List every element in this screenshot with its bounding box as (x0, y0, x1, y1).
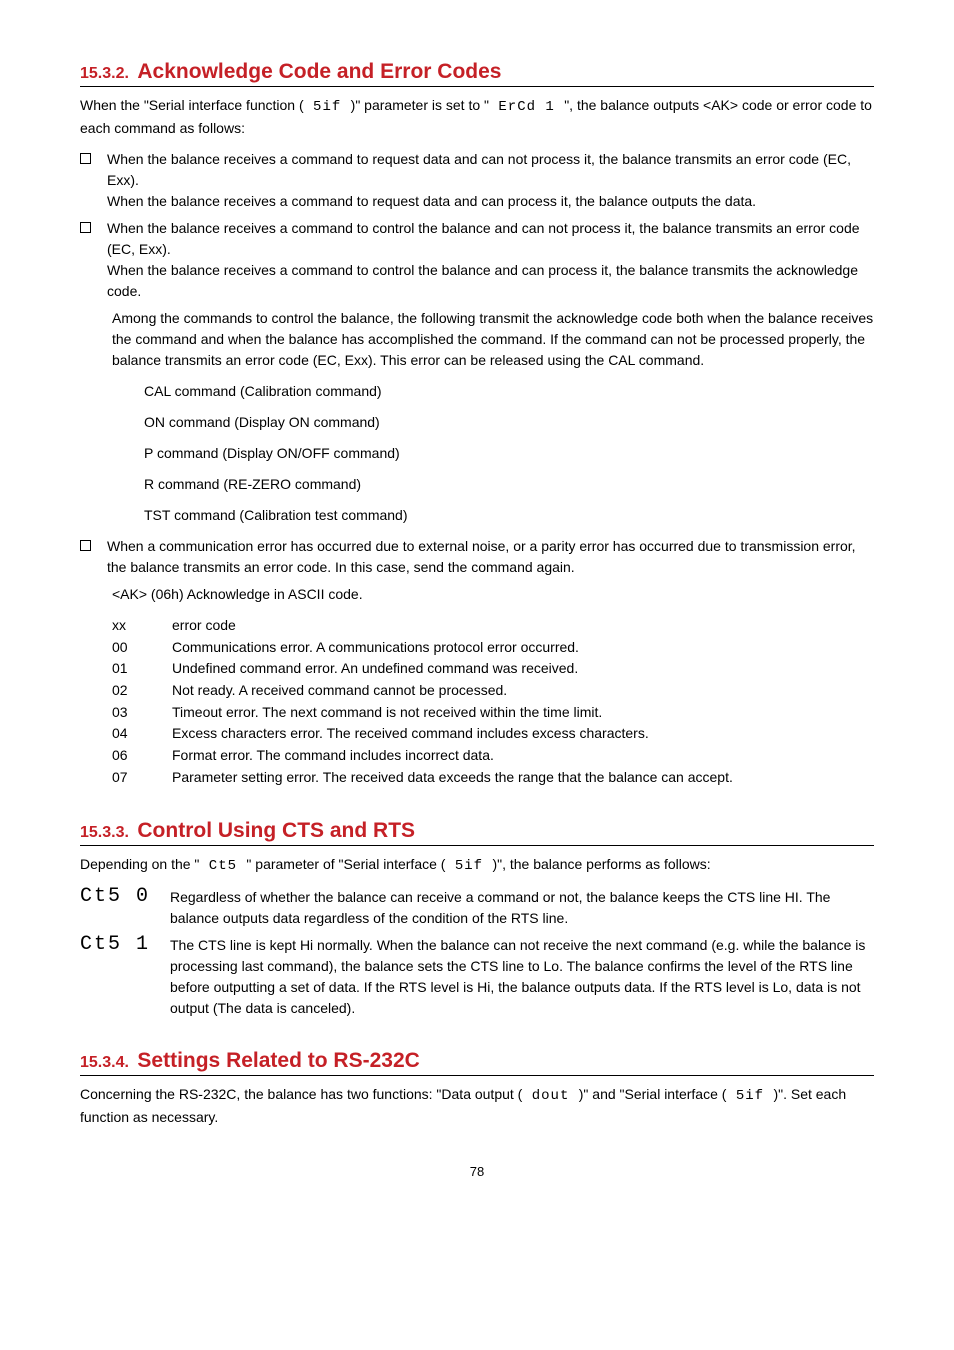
section-heading-1534: 15.3.4. Settings Related to RS-232C (80, 1049, 874, 1076)
table-row: xxerror code (112, 615, 874, 637)
sif-code: 5if (726, 1088, 773, 1104)
text-1534: Concerning the RS-232C, the balance has … (80, 1084, 874, 1128)
section-heading-1532: 15.3.2. Acknowledge Code and Error Codes (80, 60, 874, 87)
ercd-code: ErCd 1 (489, 99, 564, 115)
bullet-icon (80, 540, 91, 551)
cmd-line: R command (RE-ZERO command) (144, 474, 874, 495)
section-title: Settings Related to RS-232C (137, 1049, 419, 1072)
section-heading-1533: 15.3.3. Control Using CTS and RTS (80, 819, 874, 846)
intro-1532: When the "Serial interface function ( 5i… (80, 95, 874, 139)
cts1-desc: The CTS line is kept Hi normally. When t… (170, 935, 874, 1019)
table-row: 00Communications error. A communications… (112, 637, 874, 659)
sif-code: 5if (445, 858, 492, 874)
bullet-item: When the balance receives a command to c… (80, 218, 874, 302)
cmd-line: TST command (Calibration test command) (144, 505, 874, 526)
section-number: 15.3.2. (80, 65, 129, 82)
dout-code: dout (522, 1088, 578, 1104)
cts1-label: Ct5 1 (80, 933, 170, 956)
bullet-text: When the balance receives a command to r… (107, 149, 874, 212)
cmd-line: P command (Display ON/OFF command) (144, 443, 874, 464)
section-title: Acknowledge Code and Error Codes (137, 60, 501, 83)
bullet-icon (80, 222, 91, 233)
after-text: Among the commands to control the balanc… (112, 308, 874, 371)
error-code-table: xxerror code 00Communications error. A c… (112, 615, 874, 789)
cmd-line: ON command (Display ON command) (144, 412, 874, 433)
table-row: 02Not ready. A received command cannot b… (112, 680, 874, 702)
section-number: 15.3.3. (80, 824, 129, 841)
cts1-block: Ct5 1 The CTS line is kept Hi normally. … (80, 935, 874, 1019)
sif-code: 5if (304, 99, 351, 115)
cts0-desc: Regardless of whether the balance can re… (170, 887, 874, 929)
section-title: Control Using CTS and RTS (137, 819, 415, 842)
bullet-text: When a communication error has occurred … (107, 536, 874, 578)
cts0-block: Ct5 0 Regardless of whether the balance … (80, 887, 874, 929)
section-number: 15.3.4. (80, 1054, 129, 1071)
bullet-text: When the balance receives a command to c… (107, 218, 874, 302)
bullet-item: When a communication error has occurred … (80, 536, 874, 578)
cts0-label: Ct5 0 (80, 885, 170, 908)
bullet-icon (80, 153, 91, 164)
table-row: 04Excess characters error. The received … (112, 723, 874, 745)
ak-note: <AK> (06h) Acknowledge in ASCII code. (112, 584, 874, 605)
page-number: 78 (80, 1164, 874, 1179)
table-row: 07Parameter setting error. The received … (112, 767, 874, 789)
table-row: 03Timeout error. The next command is not… (112, 702, 874, 724)
intro-1533: Depending on the " Ct5 " parameter of "S… (80, 854, 874, 877)
cmd-line: CAL command (Calibration command) (144, 381, 874, 402)
table-row: 06Format error. The command includes inc… (112, 745, 874, 767)
bullet-item: When the balance receives a command to r… (80, 149, 874, 212)
cts-code: Ct5 (199, 858, 246, 874)
table-row: 01Undefined command error. An undefined … (112, 658, 874, 680)
